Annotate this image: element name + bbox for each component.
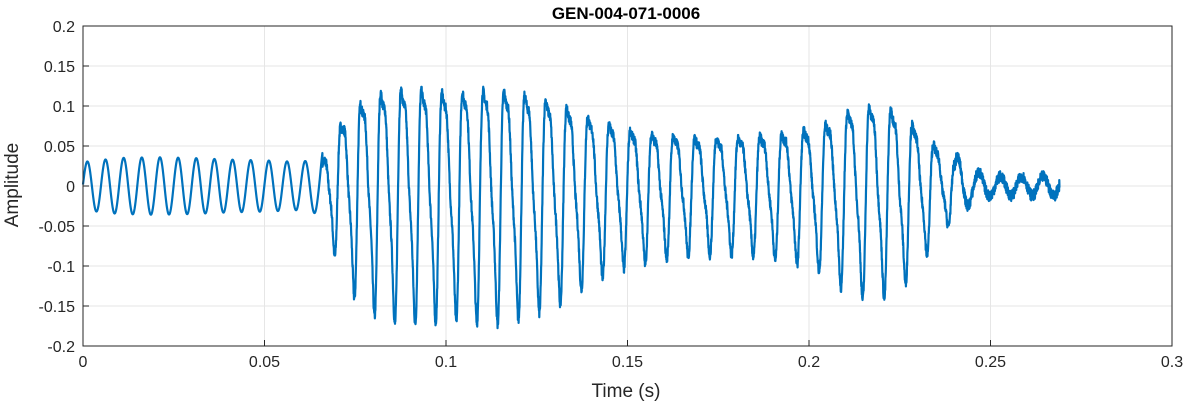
x-axis-label: Time (s) bbox=[592, 381, 661, 402]
x-tick-label: 0.25 bbox=[975, 354, 1006, 371]
x-axis: 0 0.05 0.1 0.15 0.2 0.25 0.3 bbox=[79, 340, 1183, 371]
y-tick-label: 0.2 bbox=[53, 19, 75, 36]
chart-title: GEN-004-071-0006 bbox=[552, 4, 700, 23]
y-axis-label: Amplitude bbox=[2, 143, 23, 228]
y-tick-label: -0.1 bbox=[47, 259, 75, 276]
x-tick-label: 0 bbox=[79, 354, 88, 371]
x-tick-label: 0.3 bbox=[1161, 354, 1183, 371]
y-tick-label: 0 bbox=[66, 179, 75, 196]
y-tick-label: 0.15 bbox=[44, 59, 75, 76]
y-tick-label: 0.1 bbox=[53, 99, 75, 116]
waveform-series-line bbox=[81, 85, 1061, 330]
y-tick-label: -0.2 bbox=[47, 339, 75, 356]
y-tick-label: 0.05 bbox=[44, 139, 75, 156]
y-axis: -0.2 -0.15 -0.1 -0.05 0 0.05 0.1 0.15 0.2 bbox=[39, 19, 89, 356]
y-tick-label: -0.15 bbox=[39, 299, 76, 316]
x-tick-label: 0.15 bbox=[612, 354, 643, 371]
x-tick-label: 0.2 bbox=[798, 354, 820, 371]
y-tick-label: -0.05 bbox=[39, 219, 76, 236]
x-tick-label: 0.05 bbox=[249, 354, 280, 371]
x-tick-label: 0.1 bbox=[435, 354, 457, 371]
